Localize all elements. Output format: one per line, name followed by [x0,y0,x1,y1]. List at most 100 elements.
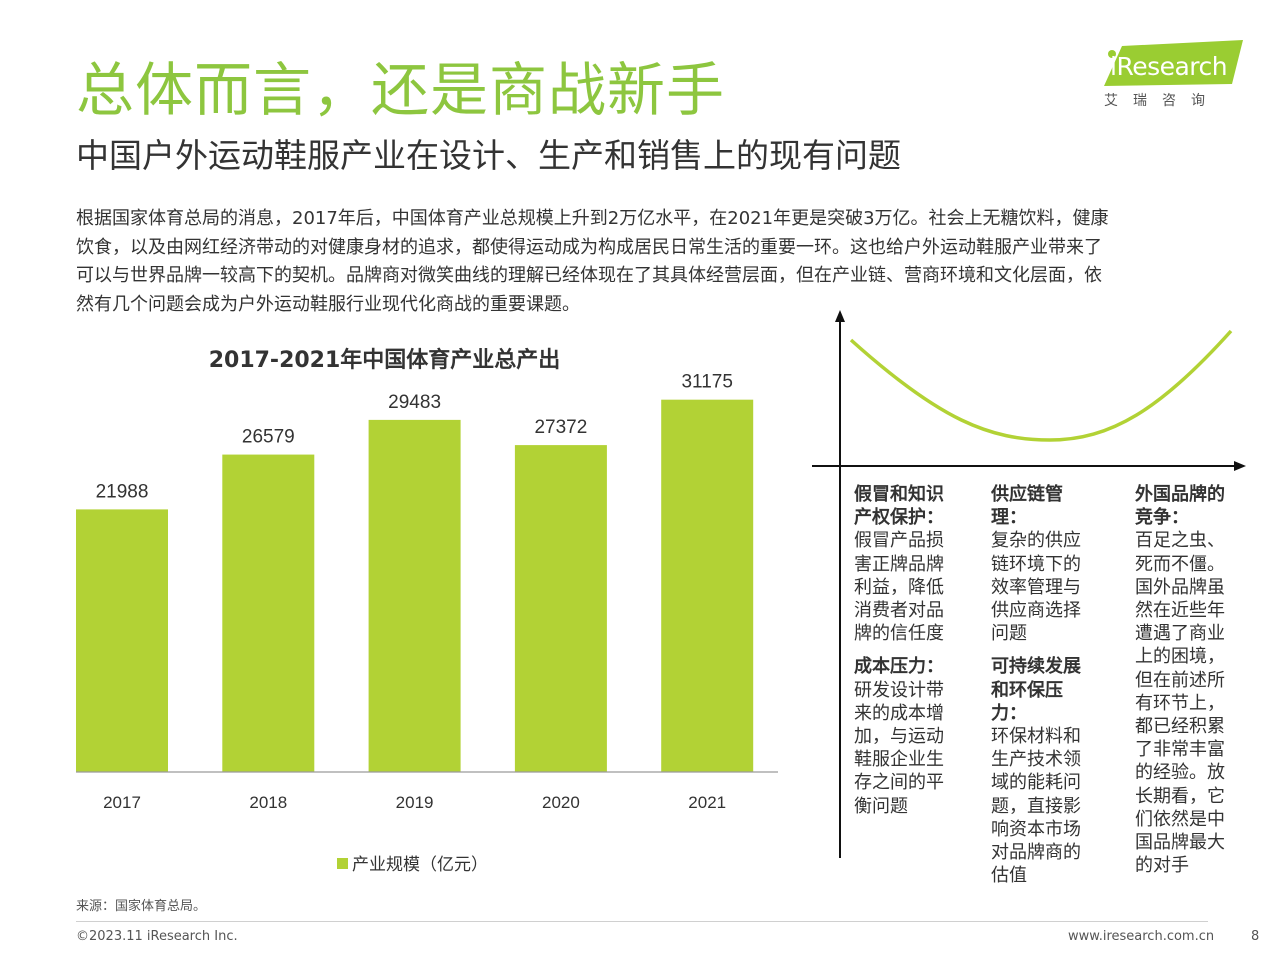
issue-body: 百足之虫、 死而不僵。 国外品牌虽 然在近些年 遭遇了商业 上的困境， 但在前述… [1135,529,1225,877]
issue-body-line: 题，直接影 [991,795,1081,817]
issue-column-3: 外国品牌的 竞争： 百足之虫、 死而不僵。 国外品牌虽 然在近些年 遭遇了商业 … [1135,483,1225,877]
issue-body-line: 百足之虫、 [1135,530,1225,552]
issue-body-line: 牌的信任度 [854,623,944,645]
issue-body-line: 衡问题 [854,795,908,817]
issue-body-line: 估值 [991,865,1027,887]
issue-body-line: 鞋服企业生 [854,749,944,771]
issue-block: 成本压力： 研发设计带 来的成本增 加，与运动 鞋服企业生 存之间的平 衡问题 [854,655,944,817]
intro-line: 然有几个问题会成为户外运动鞋服行业现代化商战的重要课题。 [76,293,580,315]
issue-body-line: 的对手 [1135,855,1189,877]
issue-body-line: 都已经积累 [1135,716,1225,738]
x-axis-arrow-icon [1234,461,1246,471]
issue-body-line: 害正牌品牌 [854,553,944,575]
issue-body: 假冒产品损 害正牌品牌 利益，降低 消费者对品 牌的信任度 [854,529,944,645]
chart-title: 2017-2021年中国体育产业总产出 [208,348,561,373]
page-subtitle: 中国户外运动鞋服产业在设计、生产和销售上的现有问题 [76,136,901,175]
issue-body-line: 研发设计带 [854,679,944,701]
issue-block: 外国品牌的 竞争： 百足之虫、 死而不僵。 国外品牌虽 然在近些年 遭遇了商业 … [1135,483,1225,877]
issue-column-1: 假冒和知识 产权保护： 假冒产品损 害正牌品牌 利益，降低 消费者对品 牌的信任… [854,483,944,818]
data-label-2019: 29483 [388,392,441,413]
x-tick-2020: 2020 [542,793,580,812]
issue-heading-line: 供应链管 [991,484,1063,505]
issue-body: 研发设计带 来的成本增 加，与运动 鞋服企业生 存之间的平 衡问题 [854,679,944,818]
issue-body-line: 供应商选择 [991,600,1081,622]
footer-divider [76,921,1208,922]
issue-heading-line: 和环保压 [991,679,1063,701]
issue-body-line: 国外品牌虽 [1135,576,1225,598]
issue-body-line: 死而不僵。 [1135,553,1225,575]
page-title: 总体而言，还是商战新手 [76,56,726,124]
intro-line: 饮食，以及由网红经济带动的对健康身材的追求，都使得运动成为构成居民日常生活的重要… [76,236,1102,258]
issue-body-line: 们依然是中 [1135,808,1225,830]
logo-banner-shape [1104,40,1243,86]
bar-2019 [368,419,461,772]
issue-block: 假冒和知识 产权保护： 假冒产品损 害正牌品牌 利益，降低 消费者对品 牌的信任… [854,483,944,645]
issue-body-line: 消费者对品 [854,600,944,622]
data-label-2020: 27372 [534,417,587,438]
legend-label: 产业规模（亿元） [352,855,488,875]
issue-body-line: 问题 [991,623,1027,645]
issue-body-line: 复杂的供应 [991,530,1081,552]
issue-body-line: 但在前述所 [1135,669,1225,691]
logo-chinese-name: 艾瑞咨询 [1104,93,1220,109]
issue-heading-line: 假冒和知识 [854,484,944,505]
issue-body-line: 生产技术领 [991,749,1081,771]
issue-column-2: 供应链管 理： 复杂的供应 链环境下的 效率管理与 供应商选择 问题 可持续发展… [991,483,1081,887]
issue-heading: 成本压力： [854,655,944,678]
data-label-2017: 21988 [96,481,149,502]
x-tick-2017: 2017 [103,793,141,812]
intro-paragraph: 根据国家体育总局的消息，2017年后，中国体育产业总规模上升到2万亿水平，在20… [76,205,1198,319]
issue-body-line: 国品牌最大 [1135,832,1225,854]
issue-body-line: 有环节上， [1135,692,1225,714]
bar-2018 [222,454,315,772]
issue-body-line: 上的困境， [1135,646,1225,668]
smile-curve [849,329,1233,442]
issue-heading-line: 理： [991,507,1027,529]
data-label-2018: 26579 [242,427,295,448]
issue-body-line: 利益，降低 [854,576,944,598]
issue-heading-line: 产权保护： [854,507,944,529]
issue-heading-line: 成本压力： [854,656,944,678]
issue-heading: 外国品牌的 竞争： [1135,483,1225,529]
intro-line: 根据国家体育总局的消息，2017年后，中国体育产业总规模上升到2万亿水平，在20… [76,208,1109,229]
issue-body-line: 然在近些年 [1135,600,1225,622]
issue-block: 供应链管 理： 复杂的供应 链环境下的 效率管理与 供应商选择 问题 [991,483,1081,645]
issue-body-line: 存之间的平 [854,772,944,794]
issue-body-line: 环保材料和 [991,726,1081,748]
page-number: 8 [1251,929,1260,944]
issue-body-line: 假冒产品损 [854,530,944,552]
x-tick-2021: 2021 [688,793,726,812]
bar-2020 [514,445,607,772]
intro-line: 可以与世界品牌一较高下的契机。品牌商对微笑曲线的理解已经体现在了其具体经营层面，… [76,265,1102,286]
copyright: ©2023.11 iResearch Inc. [76,929,238,944]
issue-body-line: 效率管理与 [991,576,1081,598]
issue-body-line: 遭遇了商业 [1135,623,1225,645]
issue-heading: 假冒和知识 产权保护： [854,483,944,529]
website-link[interactable]: www.iresearch.com.cn [1068,929,1215,944]
source-note: 来源：国家体育总局。 [76,899,207,914]
legend-swatch [337,858,348,869]
issue-heading-line: 竞争： [1135,507,1189,529]
logo-wordmark: iResearch [1110,52,1228,81]
issue-body-line: 响资本市场 [991,818,1081,840]
issue-heading-line: 可持续发展 [991,656,1081,678]
issue-body-line: 了非常丰富 [1135,739,1225,761]
issue-body-line: 链环境下的 [991,553,1081,575]
issue-block: 可持续发展 和环保压 力： 环保材料和 生产技术领 域的能耗问 题，直接影 响资… [991,655,1081,887]
issue-heading: 供应链管 理： [991,483,1081,529]
issue-body-line: 域的能耗问 [991,772,1081,794]
bar-2021 [661,399,754,772]
bar-2017 [76,509,168,772]
issue-body-line: 加，与运动 [854,726,944,748]
issue-body-line: 对品牌商的 [991,842,1081,864]
issue-heading: 可持续发展 和环保压 力： [991,655,1081,725]
issue-body-line: 长期看，它 [1135,785,1225,807]
issue-body-line: 的经验。放 [1135,762,1225,784]
issue-body-line: 来的成本增 [854,702,944,724]
issue-heading-line: 力： [991,702,1027,724]
issue-heading-line: 外国品牌的 [1135,484,1225,505]
iresearch-logo: iResearch 艾瑞咨询 [1100,40,1250,120]
issue-body: 复杂的供应 链环境下的 效率管理与 供应商选择 问题 [991,529,1081,645]
x-tick-2018: 2018 [249,793,287,812]
issue-body: 环保材料和 生产技术领 域的能耗问 题，直接影 响资本市场 对品牌商的 估值 [991,725,1081,887]
